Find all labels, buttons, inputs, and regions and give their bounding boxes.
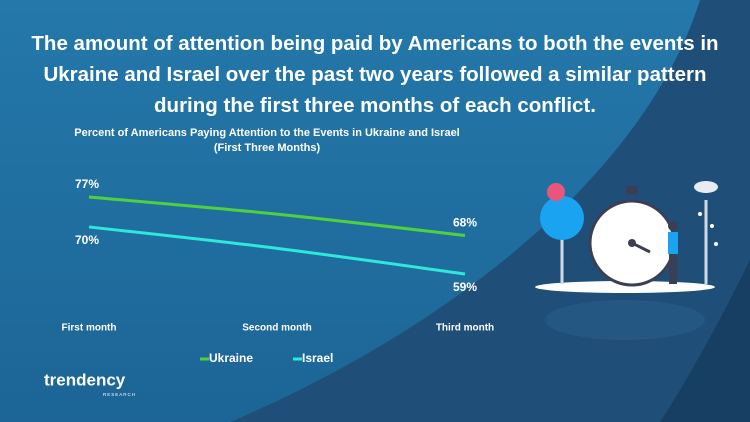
data-label: 68% — [453, 216, 477, 230]
x-tick-label: Second month — [242, 323, 311, 334]
legend-label: Ukraine — [209, 351, 253, 365]
illustration — [535, 181, 718, 340]
x-tick-label: Third month — [436, 323, 494, 334]
series-line — [88, 225, 466, 276]
brand-name: trendency — [44, 370, 126, 389]
x-tick-label: First month — [62, 323, 117, 334]
data-label: 59% — [453, 280, 477, 294]
background-wave — [660, 260, 750, 422]
legend-label: Israel — [302, 351, 333, 365]
data-label: 77% — [75, 177, 99, 191]
series-line — [88, 195, 466, 237]
headline: The amount of attention being paid by Am… — [31, 32, 719, 117]
chart-title: Percent of Americans Paying Attention to… — [74, 127, 460, 139]
data-label: 70% — [75, 233, 99, 247]
chart-subtitle: (First Three Months) — [214, 142, 321, 154]
brand-tagline: RESEARCH — [103, 392, 136, 397]
